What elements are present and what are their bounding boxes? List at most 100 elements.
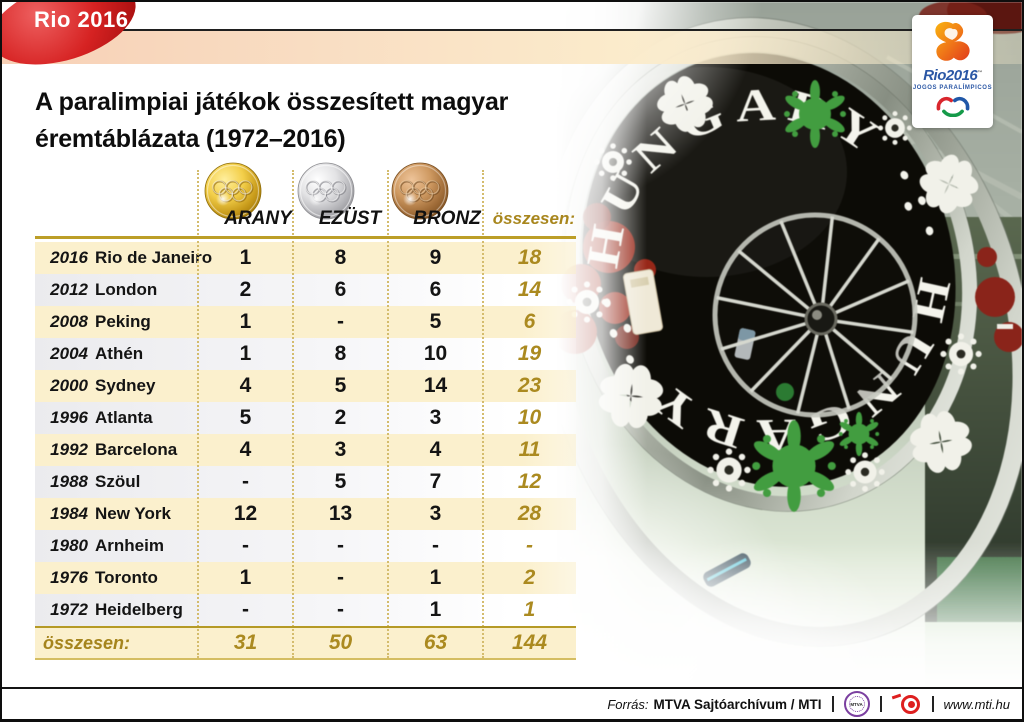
gold-cell: 4 bbox=[239, 374, 252, 397]
city-cell: Sydney bbox=[95, 376, 156, 395]
wheel-spokes bbox=[712, 212, 918, 418]
table-row: 2004 Athén 1 8 10 19 bbox=[35, 338, 576, 370]
bronze-cell: 3 bbox=[429, 502, 442, 525]
bronze-cell: 1 bbox=[429, 566, 442, 589]
silver-cell: - bbox=[337, 598, 344, 621]
column-divider bbox=[292, 170, 294, 658]
year-cell: 1976 bbox=[50, 568, 88, 587]
column-header-silver: EZÜST bbox=[318, 208, 382, 229]
table-row: 1984 New York 12 13 3 28 bbox=[35, 498, 576, 530]
gold-cell: 1 bbox=[239, 342, 252, 365]
silver-medal-icon bbox=[297, 162, 355, 220]
city-cell: Heidelberg bbox=[95, 600, 183, 619]
table-row: 2000 Sydney 4 5 14 23 bbox=[35, 370, 576, 402]
silver-cell: 6 bbox=[334, 278, 347, 301]
year-cell: 2004 bbox=[50, 344, 88, 363]
city-cell: New York bbox=[95, 504, 171, 523]
silver-cell: 5 bbox=[334, 374, 347, 397]
silver-cell: - bbox=[337, 566, 344, 589]
silver-cell: - bbox=[337, 534, 344, 557]
year-cell: 1996 bbox=[50, 408, 88, 427]
brand-text: Rio2016 bbox=[923, 67, 978, 84]
year-cell: 1984 bbox=[50, 504, 88, 523]
city-cell: Barcelona bbox=[95, 440, 178, 459]
city-cell: Arnheim bbox=[95, 536, 164, 555]
rio-swoosh-icon bbox=[934, 21, 970, 61]
table-row: 2008 Peking 1 - 5 6 bbox=[35, 306, 576, 338]
city-cell: Toronto bbox=[95, 568, 158, 587]
bronze-cell: 1 bbox=[429, 598, 442, 621]
column-header-bronze: BRONZ bbox=[413, 208, 481, 229]
silver-cell: 2 bbox=[334, 406, 347, 429]
bronze-cell: 7 bbox=[429, 470, 442, 493]
column-header-total: összesen: bbox=[492, 209, 575, 228]
total-cell: 14 bbox=[517, 278, 542, 301]
silver-cell: - bbox=[337, 310, 344, 333]
mtva-logo-text: MTVA bbox=[848, 696, 865, 712]
silver-cell: 13 bbox=[328, 502, 353, 525]
city-cell: Peking bbox=[95, 312, 151, 331]
total-cell: 23 bbox=[517, 374, 542, 397]
totals-total: 144 bbox=[511, 631, 548, 654]
table-row: 2012 London 2 6 6 14 bbox=[35, 274, 576, 306]
badge-label: Rio 2016 bbox=[34, 7, 129, 32]
website-url: www.mti.hu bbox=[943, 696, 1010, 712]
total-cell: 18 bbox=[517, 246, 542, 269]
totals-gold: 31 bbox=[233, 631, 258, 654]
title-line-1: A paralimpiai játékok összesített magyar bbox=[35, 88, 509, 116]
column-divider bbox=[387, 170, 389, 658]
footer-separator bbox=[879, 696, 882, 712]
totals-label: összesen: bbox=[43, 632, 131, 653]
mtva-logo: MTVA bbox=[843, 691, 870, 717]
header-band bbox=[0, 31, 1024, 64]
footer-separator bbox=[931, 696, 934, 712]
gold-cell: - bbox=[242, 598, 249, 621]
bronze-cell: 4 bbox=[429, 438, 442, 461]
totals-row: összesen: 31 50 63 144 bbox=[35, 628, 576, 658]
year-cell: 2016 bbox=[50, 248, 88, 267]
bronze-cell: 6 bbox=[429, 278, 442, 301]
gold-cell: 5 bbox=[239, 406, 252, 429]
total-cell: 28 bbox=[517, 502, 542, 525]
silver-cell: 3 bbox=[334, 438, 347, 461]
year-cell: 2012 bbox=[50, 280, 88, 299]
table-row: 1980 Arnheim - - - - bbox=[35, 530, 576, 562]
column-divider bbox=[482, 170, 484, 658]
gold-cell: - bbox=[242, 534, 249, 557]
rio2016-paralympics-logo-card: Rio2016™ JOGOS PARALÍMPICOS bbox=[912, 15, 993, 128]
gold-medal-icon bbox=[204, 162, 262, 220]
city-cell: Szöul bbox=[95, 472, 141, 491]
mti-logo bbox=[891, 693, 922, 715]
medal-table: 2016 Rio de Janeiro 1 8 9 18 2012 London 2 6 6 14 20… bbox=[35, 242, 576, 626]
bronze-cell: - bbox=[432, 534, 439, 557]
bronze-cell: 5 bbox=[429, 310, 442, 333]
header-underline bbox=[35, 236, 576, 239]
city-cell: London bbox=[95, 280, 158, 299]
table-row: 1996 Atlanta 5 2 3 10 bbox=[35, 402, 576, 434]
totals-top-rule bbox=[35, 626, 576, 628]
tm-mark: ™ bbox=[977, 70, 982, 76]
page-title: A paralimpiai játékok összesített magyar… bbox=[35, 84, 595, 158]
gold-cell: 1 bbox=[239, 310, 252, 333]
footer-rule bbox=[0, 687, 1024, 689]
source-label: Forrás: bbox=[607, 696, 649, 712]
header-rule bbox=[0, 29, 1024, 31]
gold-cell: 1 bbox=[239, 566, 252, 589]
logo-card-subtitle: JOGOS PARALÍMPICOS bbox=[912, 85, 993, 91]
silver-cell: 5 bbox=[334, 470, 347, 493]
agitos-icon bbox=[936, 96, 969, 117]
silver-cell: 8 bbox=[334, 342, 347, 365]
bronze-medal-icon bbox=[391, 162, 449, 220]
table-row: 1992 Barcelona 4 3 4 11 bbox=[35, 434, 576, 466]
totals-bronze: 63 bbox=[423, 631, 448, 654]
table-row: 1972 Heidelberg - - 1 1 bbox=[35, 594, 576, 626]
total-cell: 10 bbox=[517, 406, 542, 429]
city-cell: Rio de Janeiro bbox=[95, 248, 213, 267]
year-cell: 1972 bbox=[50, 600, 88, 619]
total-cell: 11 bbox=[518, 438, 541, 461]
bronze-cell: 9 bbox=[429, 246, 442, 269]
title-line-2: éremtáblázata (1972–2016) bbox=[35, 125, 346, 153]
total-cell: 6 bbox=[523, 310, 536, 333]
bronze-cell: 10 bbox=[423, 342, 448, 365]
